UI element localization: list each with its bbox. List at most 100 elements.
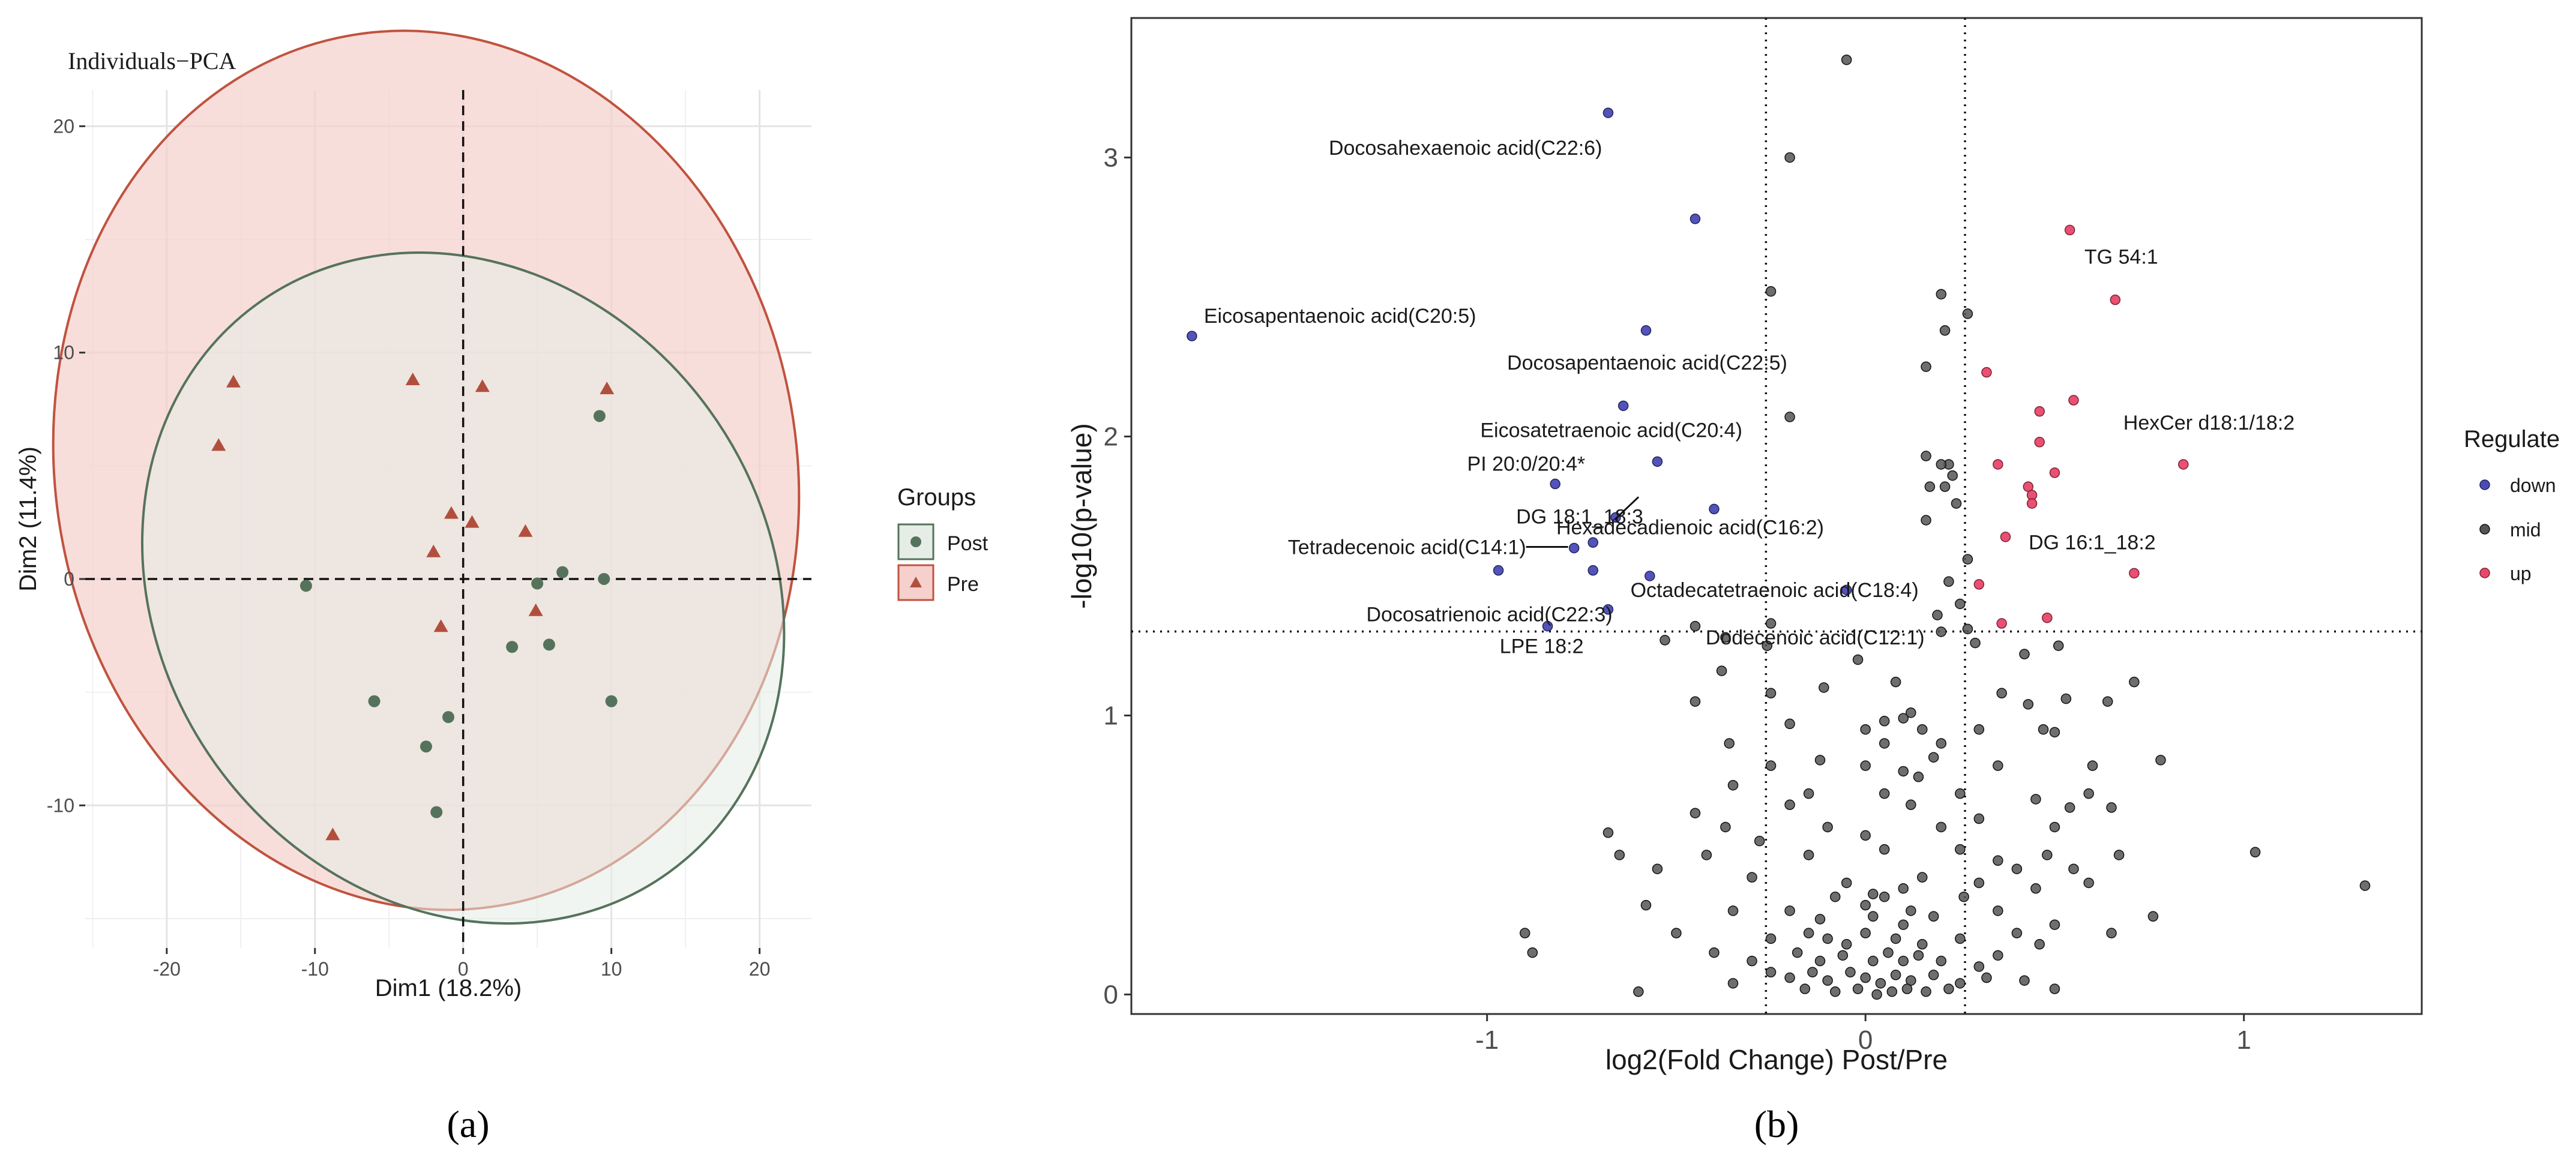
volcano-point-down [1841,584,1852,595]
pca-point-pre [433,619,448,632]
volcano-point-mid [1993,760,2003,771]
volcano-point-mid [1936,738,1947,749]
volcano-point-up [2034,406,2045,417]
volcano-point-mid [1955,978,1966,989]
legend-label-pre: Pre [947,573,979,596]
volcano-point-mid [1814,955,1826,967]
volcano-y-tick-label: 3 [1104,143,1118,172]
volcano-plot-background [1130,17,2423,1015]
pca-axes: -20 -10 0 10 20 -10 0 10 20 [47,115,771,980]
volcano-point-mid [2049,821,2060,833]
volcano-label-connector [1614,496,1640,521]
volcano-point-mid [1837,950,1849,961]
volcano-point-mid [1860,830,1871,841]
volcano-point-down [1690,214,1701,224]
volcano-point-mid [2068,863,2079,874]
volcano-point-mid [1916,872,1928,883]
volcano-point-mid [1747,872,1757,883]
volcano-point-mid [1829,986,1841,997]
volcano-point-mid [1898,766,1909,777]
volcano-point-mid [1943,983,1954,994]
volcano-point-mid [1633,986,1644,997]
volcano-point-mid [2011,928,2023,938]
volcano-point-mid [1962,308,1973,319]
pca-x-tick-label: -20 [153,958,181,980]
volcano-point-mid [1784,412,1795,422]
volcano-point-mid [1890,933,1901,944]
volcano-point-mid [1936,289,1947,300]
volcano-point-mid [1822,933,1833,944]
volcano-point-mid [1614,850,1625,860]
volcano-point-mid [1928,911,1939,922]
volcano-point-mid [2049,919,2060,930]
volcano-point-mid [1981,972,1992,983]
legend-label-post: Post [947,532,989,555]
volcano-point-mid [1784,718,1795,730]
volcano-point-mid [2034,939,2045,950]
volcano-point-down [1709,503,1720,515]
volcano-point-mid [2064,802,2075,813]
volcano-label: Eicosapentaenoic acid(C20:5) [1204,305,1476,328]
volcano-point-mid [2011,863,2023,874]
volcano-point-mid [1898,919,1909,930]
volcano-point-mid [1890,970,1901,980]
volcano-point-mid [1939,325,1951,336]
volcano-point-mid [1724,738,1735,749]
volcano-point-mid [1814,755,1826,766]
volcano-point-mid [1955,844,1966,855]
volcano-point-mid [1720,632,1731,643]
volcano-point-mid [1660,635,1670,646]
volcano-point-mid [1901,983,1913,994]
volcano-point-mid [1852,654,1864,665]
volcano-point-mid [1932,610,1943,620]
volcano-x-tick-label: 1 [2236,1025,2251,1055]
pca-point-post [442,711,454,724]
volcano-point-mid [1879,891,1890,902]
volcano-point-mid [2019,975,2030,986]
volcano-point-mid [1860,760,1871,771]
volcano-point-mid [2129,676,2140,688]
volcano-point-mid [1962,623,1973,635]
volcano-point-mid [1527,947,1538,958]
volcano-point-up [2026,498,2038,509]
volcano-point-mid [1822,821,1833,833]
volcano-point-mid [1883,947,1894,958]
pca-points [211,372,618,841]
volcano-point-mid [2030,883,2041,894]
pca-point-post [543,638,555,651]
volcano-point-mid [1913,950,1924,961]
volcano-point-mid [1841,877,1852,889]
volcano-point-up [1981,367,1992,378]
volcano-point-mid [1906,905,1916,916]
legend-post-marker [910,536,921,547]
volcano-point-mid [1765,760,1777,771]
volcano-point-mid [1955,598,1966,610]
pca-x-tick-label: 10 [601,958,622,980]
volcano-point-up [2000,532,2011,542]
volcano-point-mid [1720,821,1731,833]
pca-point-pre [528,603,543,616]
volcano-point-mid [1973,877,1985,889]
volcano-point-mid [1996,688,2007,699]
volcano-point-mid [1690,808,1701,818]
volcano-point-mid [1906,707,1916,718]
pca-y-tick-label: 20 [53,115,74,137]
volcano-point-mid [2019,649,2030,659]
volcano-point-mid [1879,716,1890,727]
volcano-point-mid [1519,928,1530,938]
volcano-point-mid [1845,967,1856,978]
pca-point-pre [211,438,226,451]
legend-down-marker [2479,479,2490,490]
volcano-point-mid [2359,880,2371,891]
volcano-point-mid [1943,576,1954,587]
pca-point-pre [325,827,340,841]
pca-panel: -20 -10 0 10 20 -10 0 10 20 Individuals−PCA Dim1… [15,29,989,1145]
volcano-point-mid [1928,970,1939,980]
volcano-point-mid [2049,727,2060,738]
volcano-point-mid [1860,899,1871,911]
volcano-point-mid [1993,950,2003,961]
volcano-point-mid [1803,850,1814,860]
volcano-point-mid [1716,665,1727,676]
volcano-point-up [2064,224,2075,236]
volcano-point-up [2068,395,2079,406]
